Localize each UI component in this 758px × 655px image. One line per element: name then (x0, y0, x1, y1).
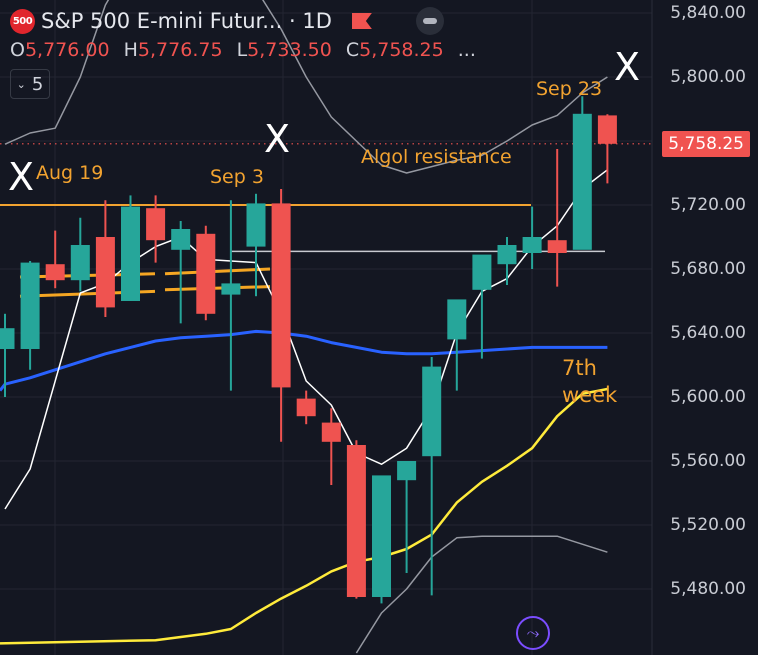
ma50-line (0, 329, 608, 392)
candle-body (447, 299, 467, 340)
more-button[interactable]: ... (457, 39, 476, 61)
x-mark-aug19: X (8, 155, 35, 199)
candle-body (20, 262, 40, 349)
annotation-week: week (562, 383, 618, 407)
candle-body (171, 229, 191, 250)
arrow-right-circle-icon: ⤳ (526, 623, 540, 642)
candle-body (146, 208, 166, 241)
candle-body (121, 206, 140, 301)
high-label: H (123, 39, 138, 61)
price-axis-label: 5,720.00 (670, 195, 746, 215)
candle-body (321, 422, 341, 442)
x-mark-sep23: X (614, 45, 641, 89)
candle-body (397, 461, 417, 481)
candle-body (497, 245, 517, 265)
candle-body (196, 233, 216, 314)
price-axis-label: 5,520.00 (670, 515, 746, 535)
chart-legend: 500 S&P 500 E-mini Futur... · 1D O5,776.… (10, 6, 476, 99)
collapse-legend-button[interactable] (415, 7, 444, 35)
annotation-sep3: Sep 3 (210, 166, 264, 188)
open-value: 5,776.00 (24, 39, 110, 61)
bb-upper-line (4, 0, 608, 174)
indicators-count: 5 (31, 73, 44, 95)
price-axis-label: 5,640.00 (670, 323, 746, 343)
candle-body (246, 203, 266, 247)
price-axis-label: 5,480.00 (670, 579, 746, 599)
candle-body (95, 237, 115, 308)
candle-body (70, 245, 90, 281)
ohlc-values: O5,776.00 H5,776.75 L5,733.50 C5,758.25 … (10, 39, 476, 61)
price-axis-label: 5,560.00 (670, 451, 746, 471)
price-axis-label: 5,800.00 (670, 67, 746, 87)
symbol-name: S&P 500 E-mini Futur... (41, 9, 283, 33)
low-label: L (236, 39, 248, 61)
candle-body (472, 254, 492, 290)
current-price-tag: 5,758.25 (662, 131, 750, 157)
candle-body (522, 237, 542, 253)
candle-body (547, 240, 567, 253)
orange-ma-segment (164, 285, 271, 292)
annotation-algol-resistance: Algol resistance (361, 146, 512, 168)
candle-body (422, 366, 442, 457)
candle-body (597, 115, 617, 144)
candle-body (45, 264, 65, 281)
candle-body (372, 475, 391, 597)
annotation-7th: 7th (562, 356, 597, 380)
price-axis-label: 5,840.00 (670, 3, 746, 23)
close-value: 5,758.25 (359, 39, 444, 61)
title-separator: · (288, 9, 296, 33)
candle-body (296, 398, 316, 417)
symbol-title[interactable]: S&P 500 E-mini Futur... · 1D (41, 9, 332, 33)
bb-lower-line (355, 535, 608, 654)
price-axis-label: 5,680.00 (670, 259, 746, 279)
close-label: C (345, 39, 360, 61)
annotation-aug19: Aug 19 (36, 162, 104, 184)
interval-label: 1D (302, 9, 332, 33)
price-axis-label: 5,600.00 (670, 387, 746, 407)
candle-body (0, 328, 15, 349)
ma20-line (0, 387, 608, 645)
go-to-realtime-button[interactable]: ⤳ (516, 616, 550, 650)
candle-body (346, 445, 366, 597)
chevron-down-icon: ⌄ (16, 77, 26, 91)
open-label: O (10, 39, 25, 61)
flag-icon[interactable] (351, 13, 372, 29)
minus-icon (422, 18, 437, 24)
candle-body (271, 203, 291, 388)
annotation-sep23: Sep 23 (536, 78, 603, 100)
candle-body (572, 113, 592, 250)
high-value: 5,776.75 (137, 39, 223, 61)
orange-ma-segment (164, 267, 271, 276)
candle-body (221, 283, 241, 295)
low-value: 5,733.50 (247, 39, 332, 61)
symbol-logo-icon: 500 (10, 8, 35, 34)
symbol-title-row: 500 S&P 500 E-mini Futur... · 1D (10, 6, 476, 36)
x-mark-sep3: X (264, 117, 291, 161)
indicators-toggle-button[interactable]: ⌄ 5 (10, 69, 50, 99)
